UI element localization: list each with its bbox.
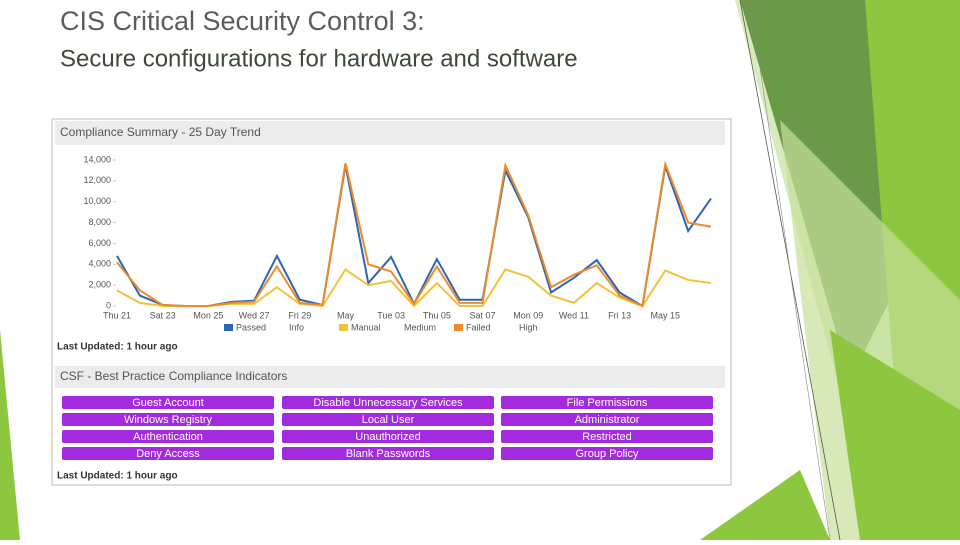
legend-swatch: [454, 324, 463, 331]
legend-label: Info: [289, 322, 304, 332]
indicator-label[interactable]: Local User: [362, 414, 415, 426]
x-tick-label: May: [337, 310, 355, 320]
legend-label: Medium: [404, 322, 436, 332]
indicator-button[interactable]: [282, 430, 494, 443]
y-tick-label: 8,000: [88, 217, 111, 227]
indicator-button[interactable]: [62, 396, 274, 409]
indicator-button[interactable]: [501, 413, 713, 426]
y-tick-label: 4,000: [88, 259, 111, 269]
x-tick-label: Tue 03: [377, 310, 405, 320]
indicator-label[interactable]: Group Policy: [576, 448, 639, 460]
panel-header: [55, 366, 725, 388]
indicator-label[interactable]: Guest Account: [132, 397, 204, 409]
x-tick-label: Thu 05: [423, 310, 451, 320]
y-tick-label: 12,000: [83, 175, 111, 185]
x-tick-label: Mon 09: [513, 310, 543, 320]
subtitle: Secure configurations for hardware and s…: [60, 45, 578, 72]
y-tick-label: 6,000: [88, 238, 111, 248]
y-tick-label: 0: [106, 300, 111, 310]
x-tick-label: Wed 11: [559, 310, 589, 320]
indicator-button[interactable]: [501, 396, 713, 409]
indicator-button[interactable]: [282, 413, 494, 426]
indicator-label[interactable]: Deny Access: [136, 448, 200, 460]
x-tick-label: Fri 13: [608, 310, 631, 320]
x-tick-label: Sat 23: [150, 310, 176, 320]
indicator-label[interactable]: Unauthorized: [355, 431, 420, 443]
indicator-label[interactable]: Authentication: [133, 431, 203, 443]
footer: Last Updated: 1 hour ago: [57, 342, 178, 353]
legend-swatch: [224, 324, 233, 331]
legend-label: Failed: [466, 322, 491, 332]
legend-swatch: [339, 324, 348, 331]
indicator-label[interactable]: Administrator: [575, 414, 640, 426]
panel-header: [55, 121, 725, 145]
x-tick-label: Wed 27: [239, 310, 270, 320]
indicator-button[interactable]: [62, 447, 274, 460]
indicator-button[interactable]: [62, 430, 274, 443]
line-series: [116, 160, 712, 308]
legend-label: Passed: [236, 322, 266, 332]
indicator-button[interactable]: [501, 447, 713, 460]
x-tick-label: Thu 21: [103, 310, 131, 320]
y-tick-label: 14,000: [83, 154, 111, 164]
footer: Last Updated: 1 hour ago: [57, 471, 178, 482]
y-tick-label: 10,000: [83, 196, 111, 206]
indicator-label[interactable]: File Permissions: [567, 397, 648, 409]
indicator-button[interactable]: [282, 396, 494, 409]
indicator-button[interactable]: [282, 447, 494, 460]
x-tick-label: Fri 29: [288, 310, 311, 320]
panel-title: CSF - Best Practice Compliance Indicator…: [60, 369, 287, 383]
indicator-label[interactable]: Restricted: [582, 431, 632, 443]
legend-label: High: [519, 322, 538, 332]
title: CIS Critical Security Control 3:: [60, 6, 425, 36]
indicator-button[interactable]: [501, 430, 713, 443]
indicator-label[interactable]: Disable Unnecessary Services: [313, 397, 463, 409]
x-tick-label: Mon 25: [193, 310, 223, 320]
indicator-label[interactable]: Windows Registry: [124, 414, 213, 426]
indicator-label[interactable]: Blank Passwords: [346, 448, 431, 460]
x-tick-label: May 15: [651, 310, 681, 320]
y-tick-label: 2,000: [88, 280, 111, 290]
legend-label: Manual: [351, 322, 381, 332]
panel-title: Compliance Summary - 25 Day Trend: [60, 125, 261, 139]
x-tick-label: Sat 07: [470, 310, 496, 320]
indicator-button[interactable]: [62, 413, 274, 426]
